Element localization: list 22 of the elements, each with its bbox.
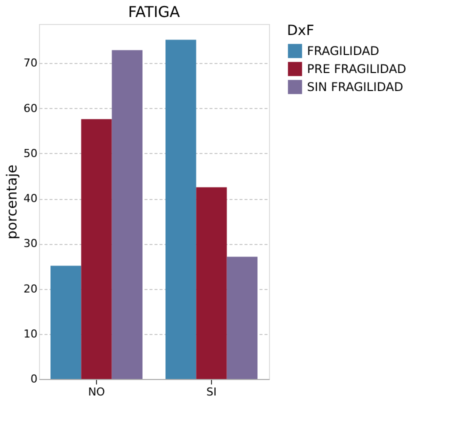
y-tick-label: 70 (24, 56, 38, 70)
bar (112, 50, 142, 379)
y-tick-label: 30 (24, 237, 38, 250)
chart-title: FATIGA (128, 3, 181, 21)
y-tick-label: 50 (24, 146, 38, 160)
bar (196, 187, 227, 379)
y-axis-title: porcentaje (4, 164, 21, 240)
y-tick-label: 60 (24, 102, 38, 115)
x-tick-label: NO (88, 386, 106, 398)
bar (81, 119, 112, 379)
y-tick-label: 40 (24, 192, 38, 206)
bar (226, 256, 258, 379)
legend-title: DxF (287, 23, 314, 39)
legend-label: FRAGILIDAD (307, 44, 380, 58)
bar (50, 266, 82, 379)
bar (166, 40, 196, 379)
y-tick-label: 10 (24, 327, 38, 340)
y-tick-label: 20 (24, 282, 38, 296)
x-tick-label: SI (206, 386, 217, 398)
legend-label: SIN FRAGILIDAD (307, 80, 404, 94)
legend-label: PRE FRAGILIDAD (307, 62, 406, 76)
y-tick-label: 0 (30, 372, 38, 386)
